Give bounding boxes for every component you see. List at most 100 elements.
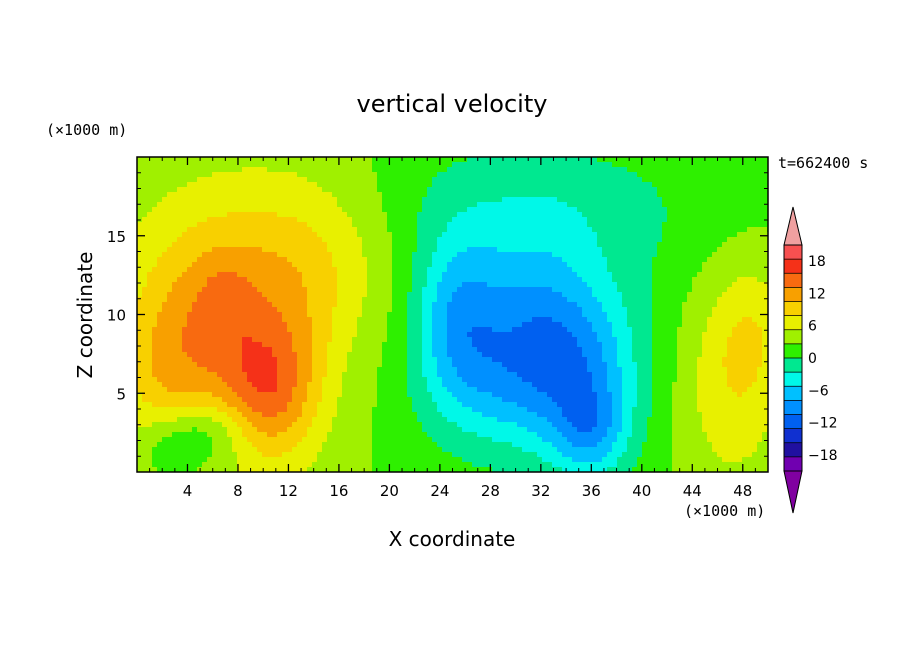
field-cell — [587, 167, 593, 173]
field-cell — [232, 212, 238, 218]
field-cell — [742, 217, 748, 223]
field-cell — [647, 302, 653, 308]
field-cell — [272, 337, 278, 343]
field-cell — [662, 262, 668, 268]
field-cell — [437, 347, 443, 353]
field-cell — [537, 227, 543, 233]
field-cell — [667, 312, 673, 318]
field-cell — [657, 222, 663, 228]
field-cell — [472, 257, 478, 263]
field-cell — [237, 177, 243, 183]
field-cell — [372, 247, 378, 253]
field-cell — [747, 307, 753, 313]
field-cell — [257, 242, 263, 248]
field-cell — [422, 302, 428, 308]
field-cell — [577, 267, 583, 273]
field-cell — [177, 162, 183, 168]
field-cell — [252, 302, 258, 308]
field-cell — [332, 227, 338, 233]
field-cell — [662, 272, 668, 278]
field-cell — [667, 257, 673, 263]
field-cell — [472, 182, 478, 188]
field-cell — [662, 192, 668, 198]
field-cell — [377, 307, 383, 313]
field-cell — [517, 282, 523, 288]
field-cell — [537, 197, 543, 203]
field-cell — [157, 202, 163, 208]
field-cell — [562, 262, 568, 268]
field-cell — [547, 267, 553, 273]
field-cell — [262, 177, 268, 183]
field-cell — [757, 207, 763, 213]
field-cell — [277, 157, 283, 163]
field-cell — [317, 327, 323, 333]
field-cell — [452, 292, 458, 298]
field-cell — [667, 202, 673, 208]
field-cell — [237, 257, 243, 263]
field-cell — [322, 187, 328, 193]
field-cell — [487, 182, 493, 188]
field-cell — [492, 272, 498, 278]
field-cell — [627, 172, 633, 178]
field-cell — [507, 267, 513, 273]
field-cell — [652, 197, 658, 203]
field-cell — [217, 262, 223, 268]
field-cell — [332, 347, 338, 353]
field-cell — [182, 187, 188, 193]
field-cell — [197, 267, 203, 273]
field-cell — [247, 347, 253, 353]
field-cell — [702, 242, 708, 248]
field-cell — [457, 332, 463, 338]
field-cell — [712, 242, 718, 248]
field-cell — [712, 182, 718, 188]
field-cell — [427, 177, 433, 183]
field-cell — [137, 342, 143, 348]
field-cell — [592, 347, 598, 353]
field-cell — [707, 187, 713, 193]
field-cell — [447, 212, 453, 218]
field-cell — [722, 192, 728, 198]
field-cell — [542, 157, 548, 163]
field-cell — [457, 347, 463, 353]
field-cell — [587, 262, 593, 268]
field-cell — [217, 222, 223, 228]
field-cell — [557, 197, 563, 203]
field-cell — [422, 157, 428, 163]
field-cell — [522, 287, 528, 293]
field-cell — [177, 347, 183, 353]
field-cell — [387, 292, 393, 298]
field-cell — [642, 332, 648, 338]
field-cell — [347, 212, 353, 218]
field-cell — [342, 262, 348, 268]
field-cell — [172, 187, 178, 193]
field-cell — [732, 297, 738, 303]
field-cell — [177, 227, 183, 233]
field-cell — [537, 182, 543, 188]
field-cell — [602, 227, 608, 233]
field-cell — [242, 237, 248, 243]
field-cell — [217, 232, 223, 238]
field-cell — [212, 187, 218, 193]
field-cell — [747, 217, 753, 223]
field-cell — [642, 347, 648, 353]
field-cell — [182, 212, 188, 218]
field-cell — [342, 352, 348, 358]
field-cell — [462, 307, 468, 313]
field-cell — [507, 177, 513, 183]
field-cell — [582, 307, 588, 313]
field-cell — [412, 322, 418, 328]
field-cell — [277, 292, 283, 298]
field-cell — [482, 257, 488, 263]
field-cell — [562, 277, 568, 283]
field-cell — [557, 332, 563, 338]
field-cell — [202, 177, 208, 183]
field-cell — [237, 352, 243, 358]
field-cell — [192, 352, 198, 358]
field-cell — [697, 162, 703, 168]
field-cell — [327, 192, 333, 198]
field-cell — [682, 342, 688, 348]
field-cell — [477, 197, 483, 203]
field-cell — [292, 182, 298, 188]
field-cell — [137, 237, 143, 243]
field-cell — [227, 292, 233, 298]
